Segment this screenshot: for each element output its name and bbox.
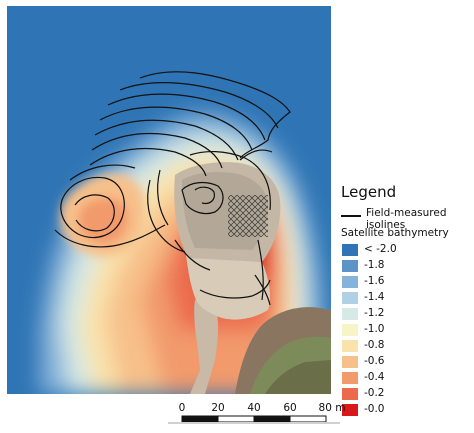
aquaculture-grid [228,195,268,237]
scale-label: 0 [178,402,186,414]
legend-swatch [342,356,358,368]
isoline-legend-symbol [341,215,361,217]
scale-label: 40 [247,402,261,414]
legend-swatch [342,372,358,384]
scale-label: 60 [283,402,297,414]
legend-swatch [342,292,358,304]
map-bottom-edge [6,395,334,397]
legend-item-label: -1.2 [364,307,385,319]
legend-swatch [342,404,358,416]
legend-swatch [342,388,358,400]
legend-item-label: -1.8 [364,259,385,271]
legend-swatch [342,308,358,320]
legend-item-label: -1.4 [364,291,385,303]
scale-label: 80 m [318,402,346,414]
isoline-legend-label: Field-measured isolines [366,207,447,231]
legend-item-label: -0.6 [364,355,385,367]
legend-item-label: -0.0 [364,403,385,415]
legend-swatch [342,324,358,336]
scale-label: 20 [211,402,225,414]
legend-swatch [342,276,358,288]
legend-swatch [342,244,358,256]
scale-bar [168,415,340,424]
legend-item-label: < -2.0 [364,243,397,255]
legend-item-label: -0.2 [364,387,385,399]
bathymetry-raster [7,6,331,394]
legend-swatch [342,340,358,352]
legend-title: Legend [341,183,397,201]
legend-swatch [342,260,358,272]
bathymetry-legend-subtitle: Satellite bathymetry [341,227,449,239]
legend-item-label: -1.6 [364,275,385,287]
legend-item-label: -0.4 [364,371,385,383]
land-area [174,162,331,394]
legend-item-label: -1.0 [364,323,385,335]
legend-item-label: -0.8 [364,339,385,351]
field-isolines [54,71,291,306]
